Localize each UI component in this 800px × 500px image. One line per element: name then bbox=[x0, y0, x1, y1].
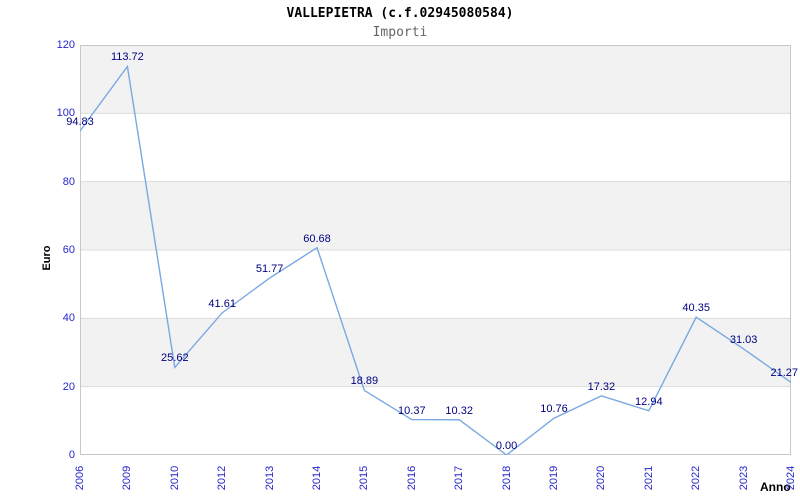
data-point-label: 25.62 bbox=[161, 352, 189, 365]
y-axis-tick-label: 100 bbox=[56, 107, 75, 120]
x-axis-tick-label: 2010 bbox=[168, 465, 181, 491]
x-axis-tick-label: 2006 bbox=[74, 465, 86, 491]
y-axis-tick-label: 80 bbox=[62, 175, 75, 188]
x-axis-tick-label: 2014 bbox=[311, 465, 323, 491]
x-axis-tick-label: 2019 bbox=[548, 465, 560, 491]
x-axis-tick-label: 2024 bbox=[785, 465, 797, 491]
line-chart-svg bbox=[80, 45, 791, 455]
x-axis-tick-label: 2016 bbox=[405, 465, 418, 491]
x-axis-tick-label: 2023 bbox=[737, 465, 750, 491]
data-point-label: 41.61 bbox=[208, 297, 236, 310]
y-axis-tick-label: 20 bbox=[62, 380, 75, 393]
data-point-label: 51.77 bbox=[255, 263, 284, 276]
y-axis-tick-label: 40 bbox=[62, 312, 75, 325]
data-point-label: 0.00 bbox=[495, 440, 518, 452]
data-point-label: 31.03 bbox=[729, 333, 758, 346]
plot-band bbox=[80, 45, 791, 114]
y-axis-tick-label: 60 bbox=[62, 244, 75, 256]
chart-subtitle: Importi bbox=[372, 25, 428, 40]
data-point-label: 17.32 bbox=[587, 380, 616, 393]
plot-area bbox=[80, 45, 791, 455]
data-point-label: 21.27 bbox=[770, 367, 798, 380]
x-axis-tick-label: 2015 bbox=[358, 465, 371, 491]
plot-band bbox=[80, 181, 791, 250]
x-axis-tick-label: 2018 bbox=[500, 465, 513, 491]
x-axis-tick-label: 2021 bbox=[642, 465, 655, 491]
x-axis-tick-label: 2013 bbox=[263, 465, 276, 491]
data-point-label: 10.32 bbox=[445, 404, 473, 417]
x-axis-tick-label: 2009 bbox=[121, 465, 134, 491]
y-axis-tick-label: 0 bbox=[68, 449, 75, 461]
plot-band bbox=[80, 318, 791, 387]
data-point-label: 94.83 bbox=[66, 115, 94, 128]
chart-title: VALLEPIETRA (c.f.02945080584) bbox=[286, 6, 514, 21]
data-point-label: 113.72 bbox=[110, 51, 144, 64]
x-axis-tick-label: 2012 bbox=[216, 465, 229, 491]
x-axis-tick-label: 2017 bbox=[453, 465, 466, 491]
data-point-label: 40.35 bbox=[682, 302, 710, 315]
y-axis-tick-label: 120 bbox=[56, 39, 75, 51]
x-axis-tick-label: 2022 bbox=[690, 465, 703, 491]
data-point-label: 12.94 bbox=[635, 395, 663, 408]
data-line bbox=[80, 64, 791, 455]
x-axis-tick-label: 2020 bbox=[595, 465, 608, 491]
data-point-label: 10.37 bbox=[398, 404, 426, 417]
data-point-label: 18.89 bbox=[350, 375, 379, 388]
data-point-label: 60.68 bbox=[303, 232, 331, 245]
x-axis-title: Anno bbox=[760, 480, 791, 494]
plot-border bbox=[80, 45, 791, 455]
data-point-label: 10.76 bbox=[540, 403, 568, 416]
